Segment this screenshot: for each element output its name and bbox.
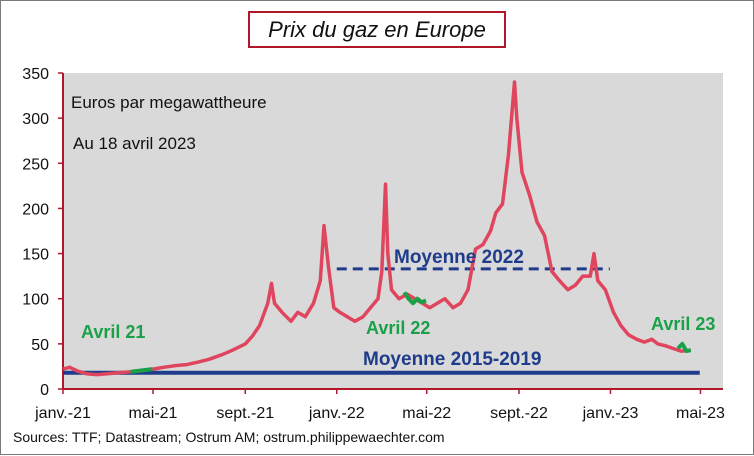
series-layer <box>62 80 691 377</box>
y-tick-label: 150 <box>22 247 49 264</box>
plot-area <box>63 73 723 389</box>
note-date: Au 18 avril 2023 <box>73 134 196 153</box>
y-tick-label: 100 <box>22 292 49 309</box>
source-note: Sources: TTF; Datastream; Ostrum AM; ost… <box>13 429 445 445</box>
x-tick-label: janv.-23 <box>582 405 639 422</box>
label-moyenne-2022: Moyenne 2022 <box>394 247 524 268</box>
label-avril-22: Avril 22 <box>366 318 430 338</box>
x-tick-label: sept.-22 <box>490 405 548 422</box>
x-axis: janv.-21 mai-21 sept.-21 janv.-22 mai-22 sept… <box>34 388 725 422</box>
note-unit: Euros par megawattheure <box>71 93 267 112</box>
y-tick-label: 200 <box>22 201 49 218</box>
y-tick-label: 350 <box>22 66 49 83</box>
x-tick-label: mai-22 <box>402 405 451 422</box>
highlight-segment <box>130 367 153 374</box>
y-tick-label: 250 <box>22 156 49 173</box>
y-tick-label: 50 <box>31 337 49 354</box>
x-tick-label: mai-21 <box>129 405 178 422</box>
chart-title: Prix du gaz en Europe <box>248 11 506 48</box>
label-avril-21: Avril 21 <box>81 322 145 342</box>
highlight-layer <box>130 291 692 374</box>
x-tick-label: janv.-22 <box>308 405 365 422</box>
y-tick-label: 300 <box>22 111 49 128</box>
highlight-segment <box>676 341 692 354</box>
x-tick-label: mai-23 <box>676 405 725 422</box>
price-series-line <box>62 80 691 377</box>
y-axis: 0 50 100 150 200 250 300 350 <box>22 66 64 399</box>
annotation-labels: Avril 21 Avril 22 Avril 23 Moyenne 2022 Moye… <box>81 247 715 370</box>
y-tick-label: 0 <box>40 382 49 399</box>
x-tick-label: sept.-21 <box>216 405 274 422</box>
x-tick-label: janv.-21 <box>34 405 91 422</box>
label-avril-23: Avril 23 <box>651 314 715 334</box>
highlight-segment <box>402 291 427 306</box>
label-moyenne-2015-2019: Moyenne 2015-2019 <box>363 349 542 370</box>
